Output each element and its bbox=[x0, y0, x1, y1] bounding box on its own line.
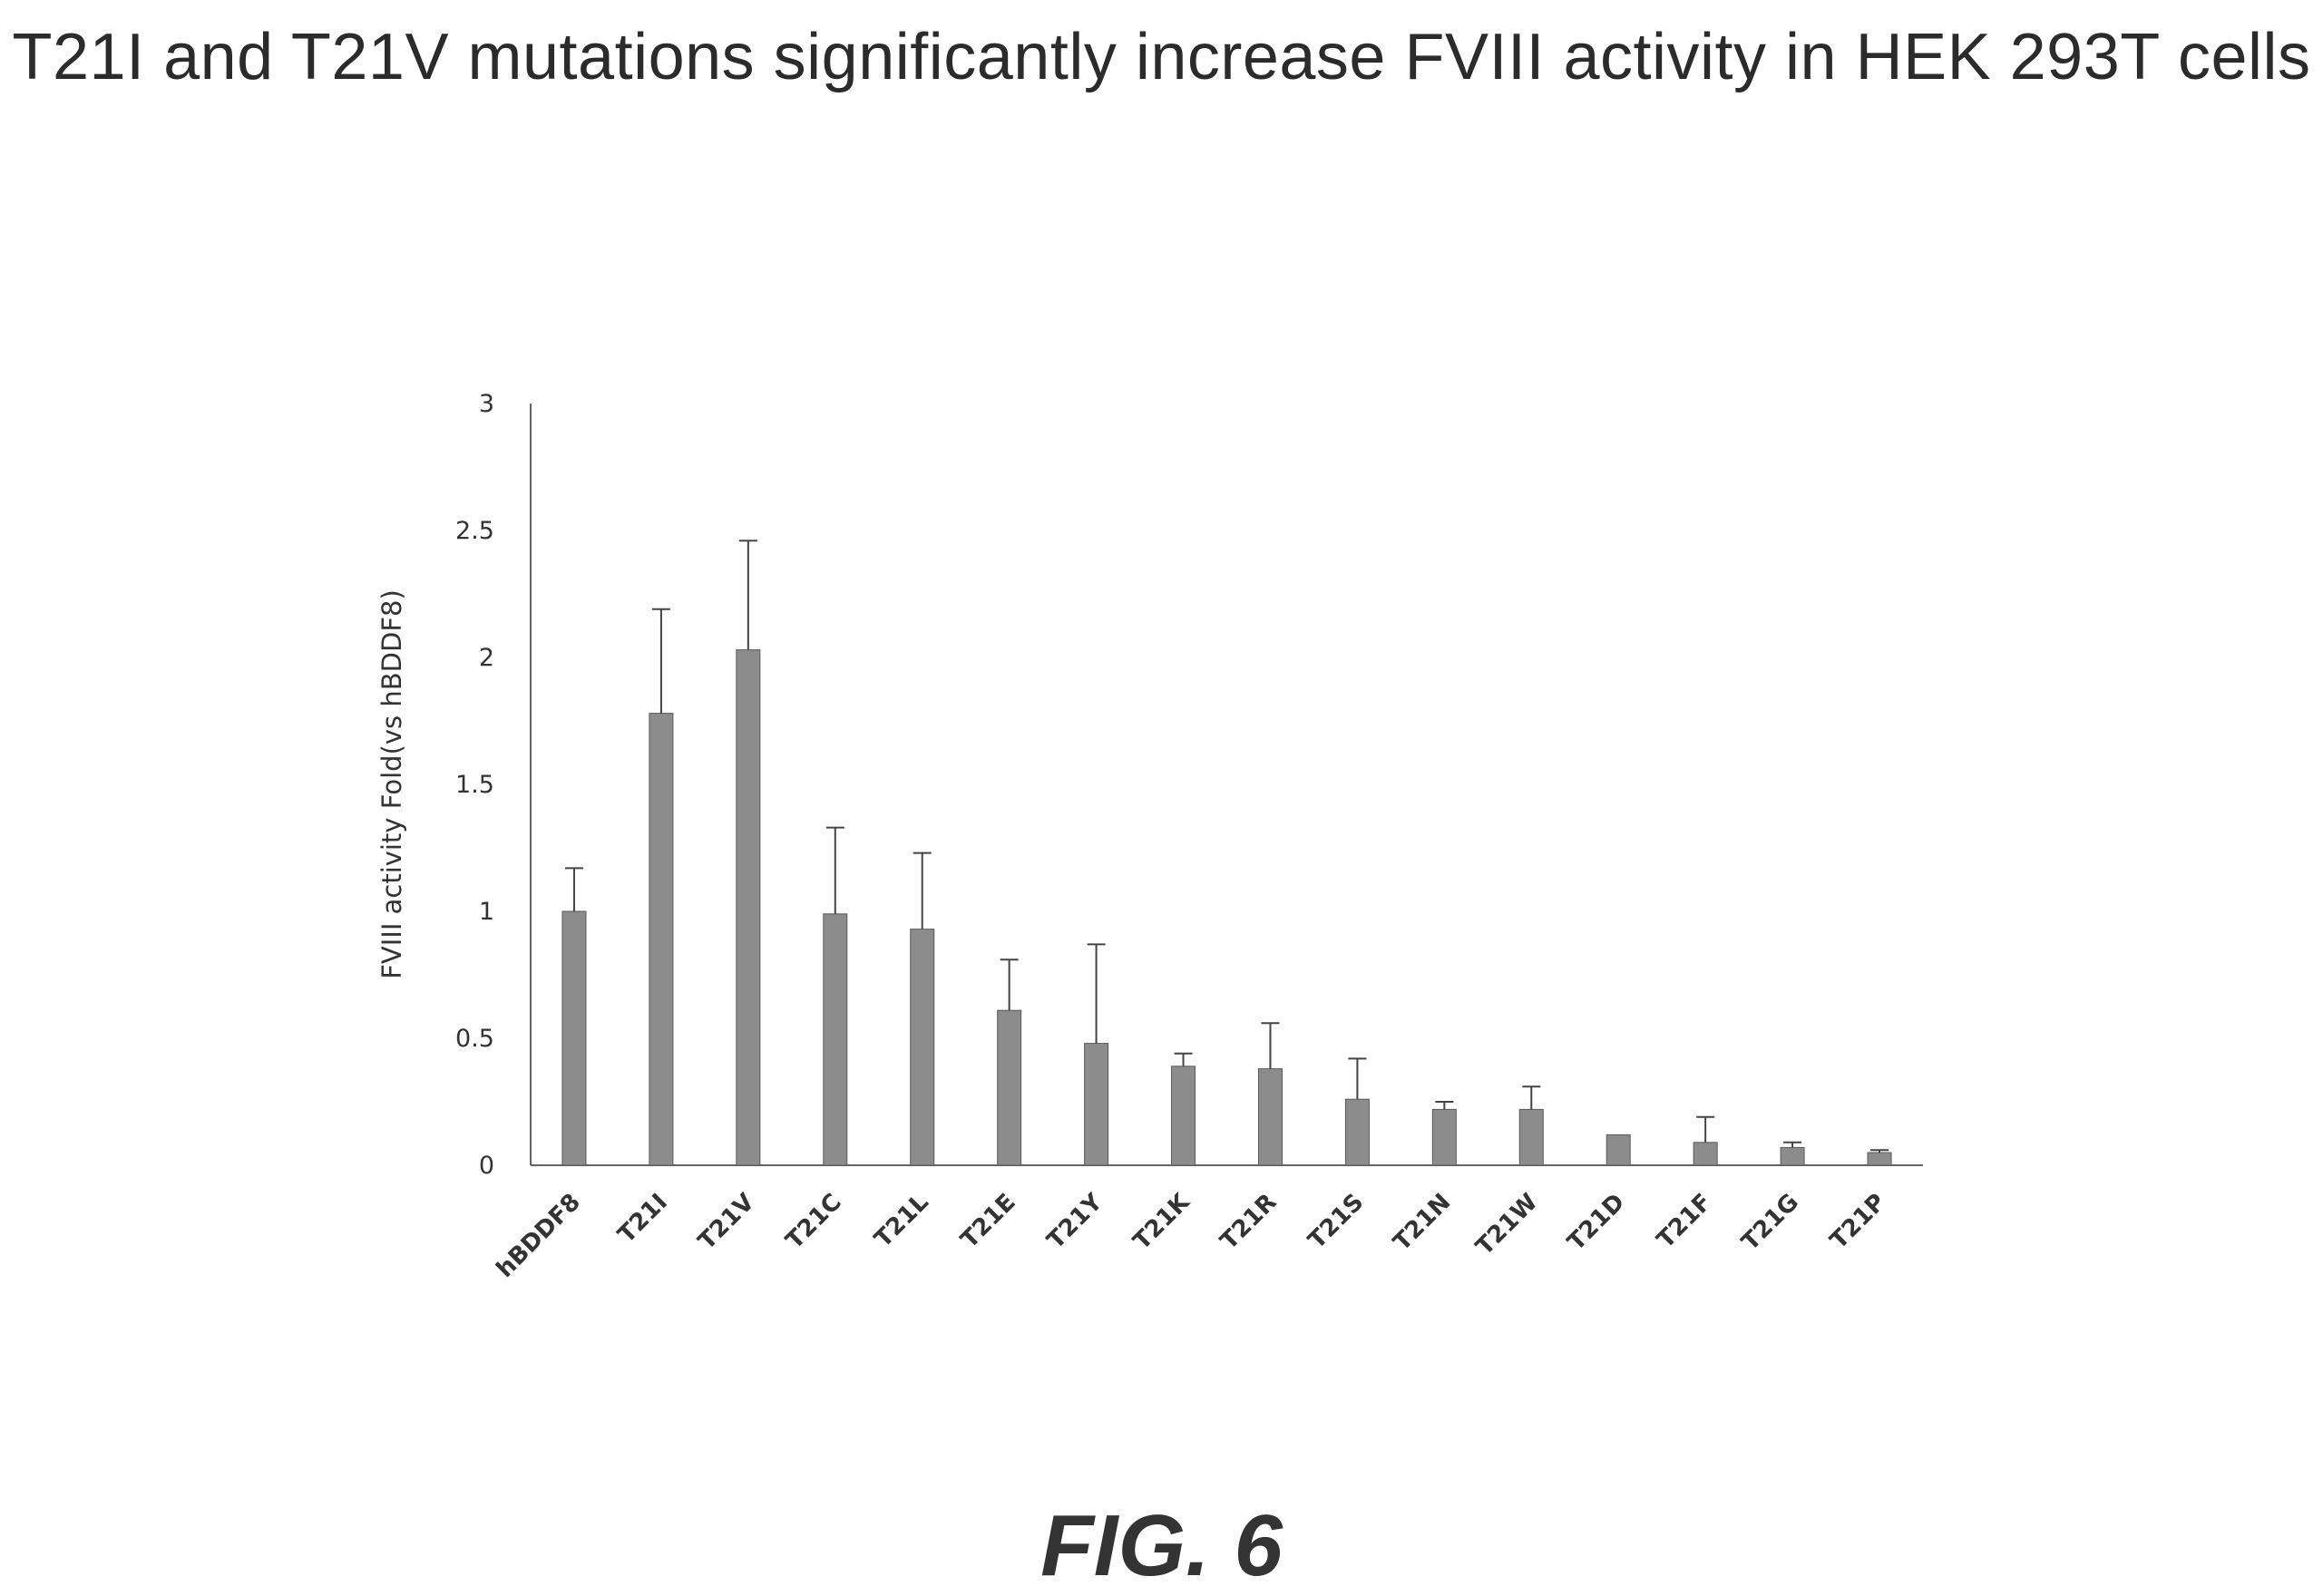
x-tick-label-T21E: T21E bbox=[956, 1189, 1021, 1254]
x-tick-label-hBDDF8: hBDDF8 bbox=[492, 1189, 586, 1283]
bar-T21R bbox=[1257, 1068, 1283, 1166]
bar-T21E bbox=[997, 1009, 1022, 1166]
bar-T21S bbox=[1344, 1098, 1370, 1166]
bar-T21V bbox=[736, 649, 761, 1166]
x-tick-label-T21F: T21F bbox=[1652, 1189, 1717, 1254]
figure-label: FIG. 6 bbox=[1040, 1497, 1283, 1594]
x-tick-label-T21N: T21N bbox=[1389, 1189, 1457, 1257]
bar-chart: FVIII activity Fold(vs hBDDF8) 0 0.5 1 1.5 2… bbox=[376, 390, 1923, 1283]
y-axis-label-group: FVIII activity Fold(vs hBDDF8) bbox=[376, 589, 407, 979]
x-tick-label-T21I: T21I bbox=[613, 1189, 673, 1249]
y-tick-label: 2.5 bbox=[455, 517, 494, 545]
x-tick-label-T21S: T21S bbox=[1303, 1189, 1370, 1255]
y-tick-label: 3 bbox=[479, 390, 494, 418]
x-tick-label-T21Y: T21Y bbox=[1042, 1188, 1108, 1254]
x-tick-label-T21C: T21C bbox=[781, 1189, 847, 1255]
bar-T21K bbox=[1171, 1066, 1196, 1166]
bar-hBDDF8 bbox=[561, 910, 587, 1166]
y-tick-label: 1 bbox=[479, 898, 494, 926]
y-tick-label: 2 bbox=[479, 644, 494, 672]
x-tick-label-T21V: T21V bbox=[693, 1189, 760, 1256]
x-tick-label-T21L: T21L bbox=[870, 1189, 934, 1253]
bar-T21D bbox=[1606, 1134, 1631, 1166]
y-tick-label: 0 bbox=[479, 1152, 494, 1180]
bar-T21W bbox=[1518, 1108, 1544, 1166]
x-tick-label-T21D: T21D bbox=[1563, 1189, 1631, 1257]
y-ticks: 0 0.5 1 1.5 2 2.5 3 bbox=[455, 390, 494, 1180]
chart-title: T21I and T21V mutations significantly in… bbox=[12, 21, 2311, 93]
y-axis-label: FVIII activity Fold(vs hBDDF8) bbox=[376, 589, 407, 979]
x-tick-label-T21R: T21R bbox=[1215, 1189, 1282, 1255]
y-tick-label: 0.5 bbox=[455, 1025, 494, 1053]
x-tick-label-T21P: T21P bbox=[1825, 1189, 1891, 1255]
x-tick-label-T21K: T21K bbox=[1128, 1188, 1196, 1255]
bar-T21N bbox=[1431, 1108, 1457, 1166]
bar-T21G bbox=[1780, 1146, 1805, 1166]
error-bars bbox=[564, 540, 1889, 1153]
bar-T21Y bbox=[1084, 1043, 1109, 1166]
bars bbox=[561, 649, 1892, 1166]
bar-T21C bbox=[823, 913, 848, 1166]
y-tick-label: 1.5 bbox=[455, 771, 494, 799]
x-tick-label-T21W: T21W bbox=[1471, 1189, 1544, 1261]
bar-T21F bbox=[1693, 1142, 1718, 1166]
bar-T21P bbox=[1867, 1152, 1892, 1166]
bar-T21L bbox=[910, 929, 935, 1166]
axes bbox=[530, 404, 1923, 1166]
chart-container: FVIII activity Fold(vs hBDDF8) 0 0.5 1 1.5 2… bbox=[345, 363, 1977, 1378]
x-tick-label-T21G: T21G bbox=[1737, 1189, 1804, 1256]
x-tick-labels: hBDDF8 T21I T21V T21C T21L T21E T21Y T21K T21R T2… bbox=[492, 1188, 1891, 1283]
bar-T21I bbox=[649, 713, 674, 1166]
